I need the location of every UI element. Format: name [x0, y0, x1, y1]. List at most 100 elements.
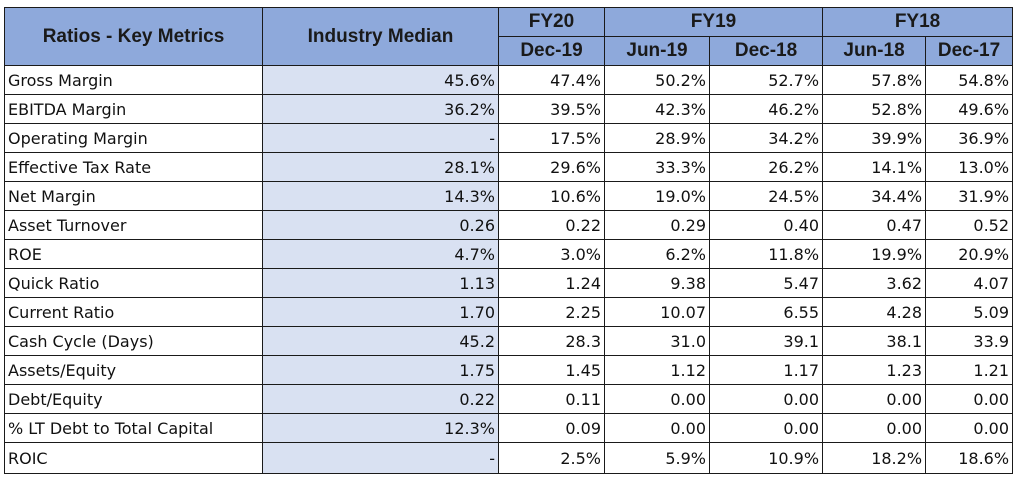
period-value-cell: 3.62 — [822, 268, 927, 298]
table-row: % LT Debt to Total Capital 12.3% 0.09 0.00 0… — [4, 413, 1014, 443]
period-value-cell: 34.4% — [822, 181, 927, 211]
period-value-cell: 0.00 — [925, 413, 1014, 443]
median-column-header: Industry Median — [262, 7, 499, 66]
table-header: Ratios - Key Metrics Industry Median FY2… — [4, 7, 1014, 66]
period-value-cell: 1.24 — [498, 268, 605, 298]
header-row-fiscal-years: Ratios - Key Metrics Industry Median FY2… — [4, 7, 1014, 66]
period-value-cell: 0.00 — [708, 413, 824, 443]
fiscal-year-header: FY20 — [498, 7, 605, 37]
period-value-cell: 14.1% — [822, 152, 927, 182]
metric-name-cell: Gross Margin — [4, 65, 263, 95]
period-value-cell: 1.45 — [498, 355, 605, 385]
period-value-cell: 0.09 — [498, 413, 605, 443]
industry-median-cell: 1.75 — [262, 355, 499, 385]
period-value-cell: 0.00 — [604, 384, 710, 414]
period-value-cell: 6.2% — [604, 239, 710, 269]
period-value-cell: 17.5% — [498, 123, 605, 153]
period-value-cell: 10.9% — [708, 442, 824, 474]
fiscal-year-header: FY19 — [603, 7, 824, 37]
period-value-cell: 28.3 — [498, 326, 605, 356]
key-metrics-table: Ratios - Key Metrics Industry Median FY2… — [4, 7, 1014, 474]
metric-name-cell: Operating Margin — [4, 123, 263, 153]
period-value-cell: 46.2% — [708, 94, 824, 124]
period-value-cell: 0.00 — [708, 384, 824, 414]
industry-median-cell: 36.2% — [262, 94, 499, 124]
period-value-cell: 5.09 — [925, 297, 1014, 327]
period-value-cell: 9.38 — [604, 268, 710, 298]
metric-name-cell: Net Margin — [4, 181, 263, 211]
period-value-cell: 34.2% — [708, 123, 824, 153]
period-value-cell: 38.1 — [822, 326, 927, 356]
metric-column-header: Ratios - Key Metrics — [4, 7, 263, 66]
period-value-cell: 11.8% — [708, 239, 824, 269]
industry-median-cell: 45.6% — [262, 65, 499, 95]
period-value-cell: 0.11 — [498, 384, 605, 414]
period-value-cell: 0.00 — [822, 413, 927, 443]
industry-median-cell: 28.1% — [262, 152, 499, 182]
period-value-cell: 4.28 — [822, 297, 927, 327]
period-header: Jun-19 — [604, 36, 710, 66]
period-value-cell: 0.29 — [604, 210, 710, 240]
period-value-cell: 1.17 — [708, 355, 824, 385]
industry-median-cell: 0.22 — [262, 384, 499, 414]
table-row: Debt/Equity 0.22 0.11 0.00 0.00 0.00 0.00 — [4, 384, 1014, 414]
period-value-cell: 3.0% — [498, 239, 605, 269]
period-value-cell: 10.07 — [604, 297, 710, 327]
period-value-cell: 1.23 — [822, 355, 927, 385]
period-value-cell: 39.1 — [708, 326, 824, 356]
period-value-cell: 5.47 — [708, 268, 824, 298]
period-value-cell: 0.00 — [925, 384, 1014, 414]
period-value-cell: 31.9% — [925, 181, 1014, 211]
period-value-cell: 6.55 — [708, 297, 824, 327]
period-value-cell: 0.47 — [822, 210, 927, 240]
period-value-cell: 52.7% — [708, 65, 824, 95]
metric-name-cell: EBITDA Margin — [4, 94, 263, 124]
period-value-cell: 0.22 — [498, 210, 605, 240]
fiscal-year-header: FY18 — [822, 7, 1014, 37]
table-row: Asset Turnover 0.26 0.22 0.29 0.40 0.47 0.52 — [4, 210, 1014, 240]
period-value-cell: 0.00 — [822, 384, 927, 414]
metric-name-cell: Assets/Equity — [4, 355, 263, 385]
period-value-cell: 4.07 — [925, 268, 1014, 298]
industry-median-cell: - — [262, 123, 499, 153]
period-value-cell: 2.25 — [498, 297, 605, 327]
industry-median-cell: 1.70 — [262, 297, 499, 327]
table-row: Operating Margin -17.5% 28.9% 34.2% 39.9% 36.… — [4, 123, 1014, 153]
metric-name-cell: Asset Turnover — [4, 210, 263, 240]
industry-median-cell: - — [262, 442, 499, 474]
metric-name-cell: % LT Debt to Total Capital — [4, 413, 263, 443]
period-value-cell: 20.9% — [925, 239, 1014, 269]
period-header: Jun-18 — [822, 36, 927, 66]
period-value-cell: 24.5% — [708, 181, 824, 211]
industry-median-cell: 0.26 — [262, 210, 499, 240]
industry-median-cell: 1.13 — [262, 268, 499, 298]
industry-median-cell: 4.7% — [262, 239, 499, 269]
industry-median-cell: 45.2 — [262, 326, 499, 356]
table-row: EBITDA Margin 36.2% 39.5% 42.3% 46.2% 52.8% 49… — [4, 94, 1014, 124]
table-row: Net Margin 14.3% 10.6% 19.0% 24.5% 34.4% 31.9% — [4, 181, 1014, 211]
table-row: ROE 4.7% 3.0% 6.2% 11.8% 19.9% 20.9% — [4, 239, 1014, 269]
period-value-cell: 0.52 — [925, 210, 1014, 240]
period-value-cell: 39.9% — [822, 123, 927, 153]
period-value-cell: 29.6% — [498, 152, 605, 182]
period-value-cell: 54.8% — [925, 65, 1014, 95]
table-body: Gross Margin 45.6% 47.4% 50.2% 52.7% 57.8% 54.… — [4, 65, 1014, 474]
period-value-cell: 18.6% — [925, 442, 1014, 474]
period-value-cell: 49.6% — [925, 94, 1014, 124]
period-value-cell: 31.0 — [604, 326, 710, 356]
period-value-cell: 50.2% — [604, 65, 710, 95]
industry-median-cell: 14.3% — [262, 181, 499, 211]
period-header: Dec-18 — [708, 36, 824, 66]
metric-name-cell: Quick Ratio — [4, 268, 263, 298]
period-value-cell: 19.9% — [822, 239, 927, 269]
period-value-cell: 33.9 — [925, 326, 1014, 356]
period-value-cell: 0.00 — [604, 413, 710, 443]
period-value-cell: 39.5% — [498, 94, 605, 124]
period-header: Dec-17 — [925, 36, 1014, 66]
table-row: Gross Margin 45.6% 47.4% 50.2% 52.7% 57.8% 54.… — [4, 65, 1014, 95]
industry-median-cell: 12.3% — [262, 413, 499, 443]
period-value-cell: 10.6% — [498, 181, 605, 211]
metric-name-cell: ROIC — [4, 442, 263, 474]
metrics-table-container: Ratios - Key Metrics Industry Median FY2… — [4, 7, 1014, 474]
period-value-cell: 18.2% — [822, 442, 927, 474]
